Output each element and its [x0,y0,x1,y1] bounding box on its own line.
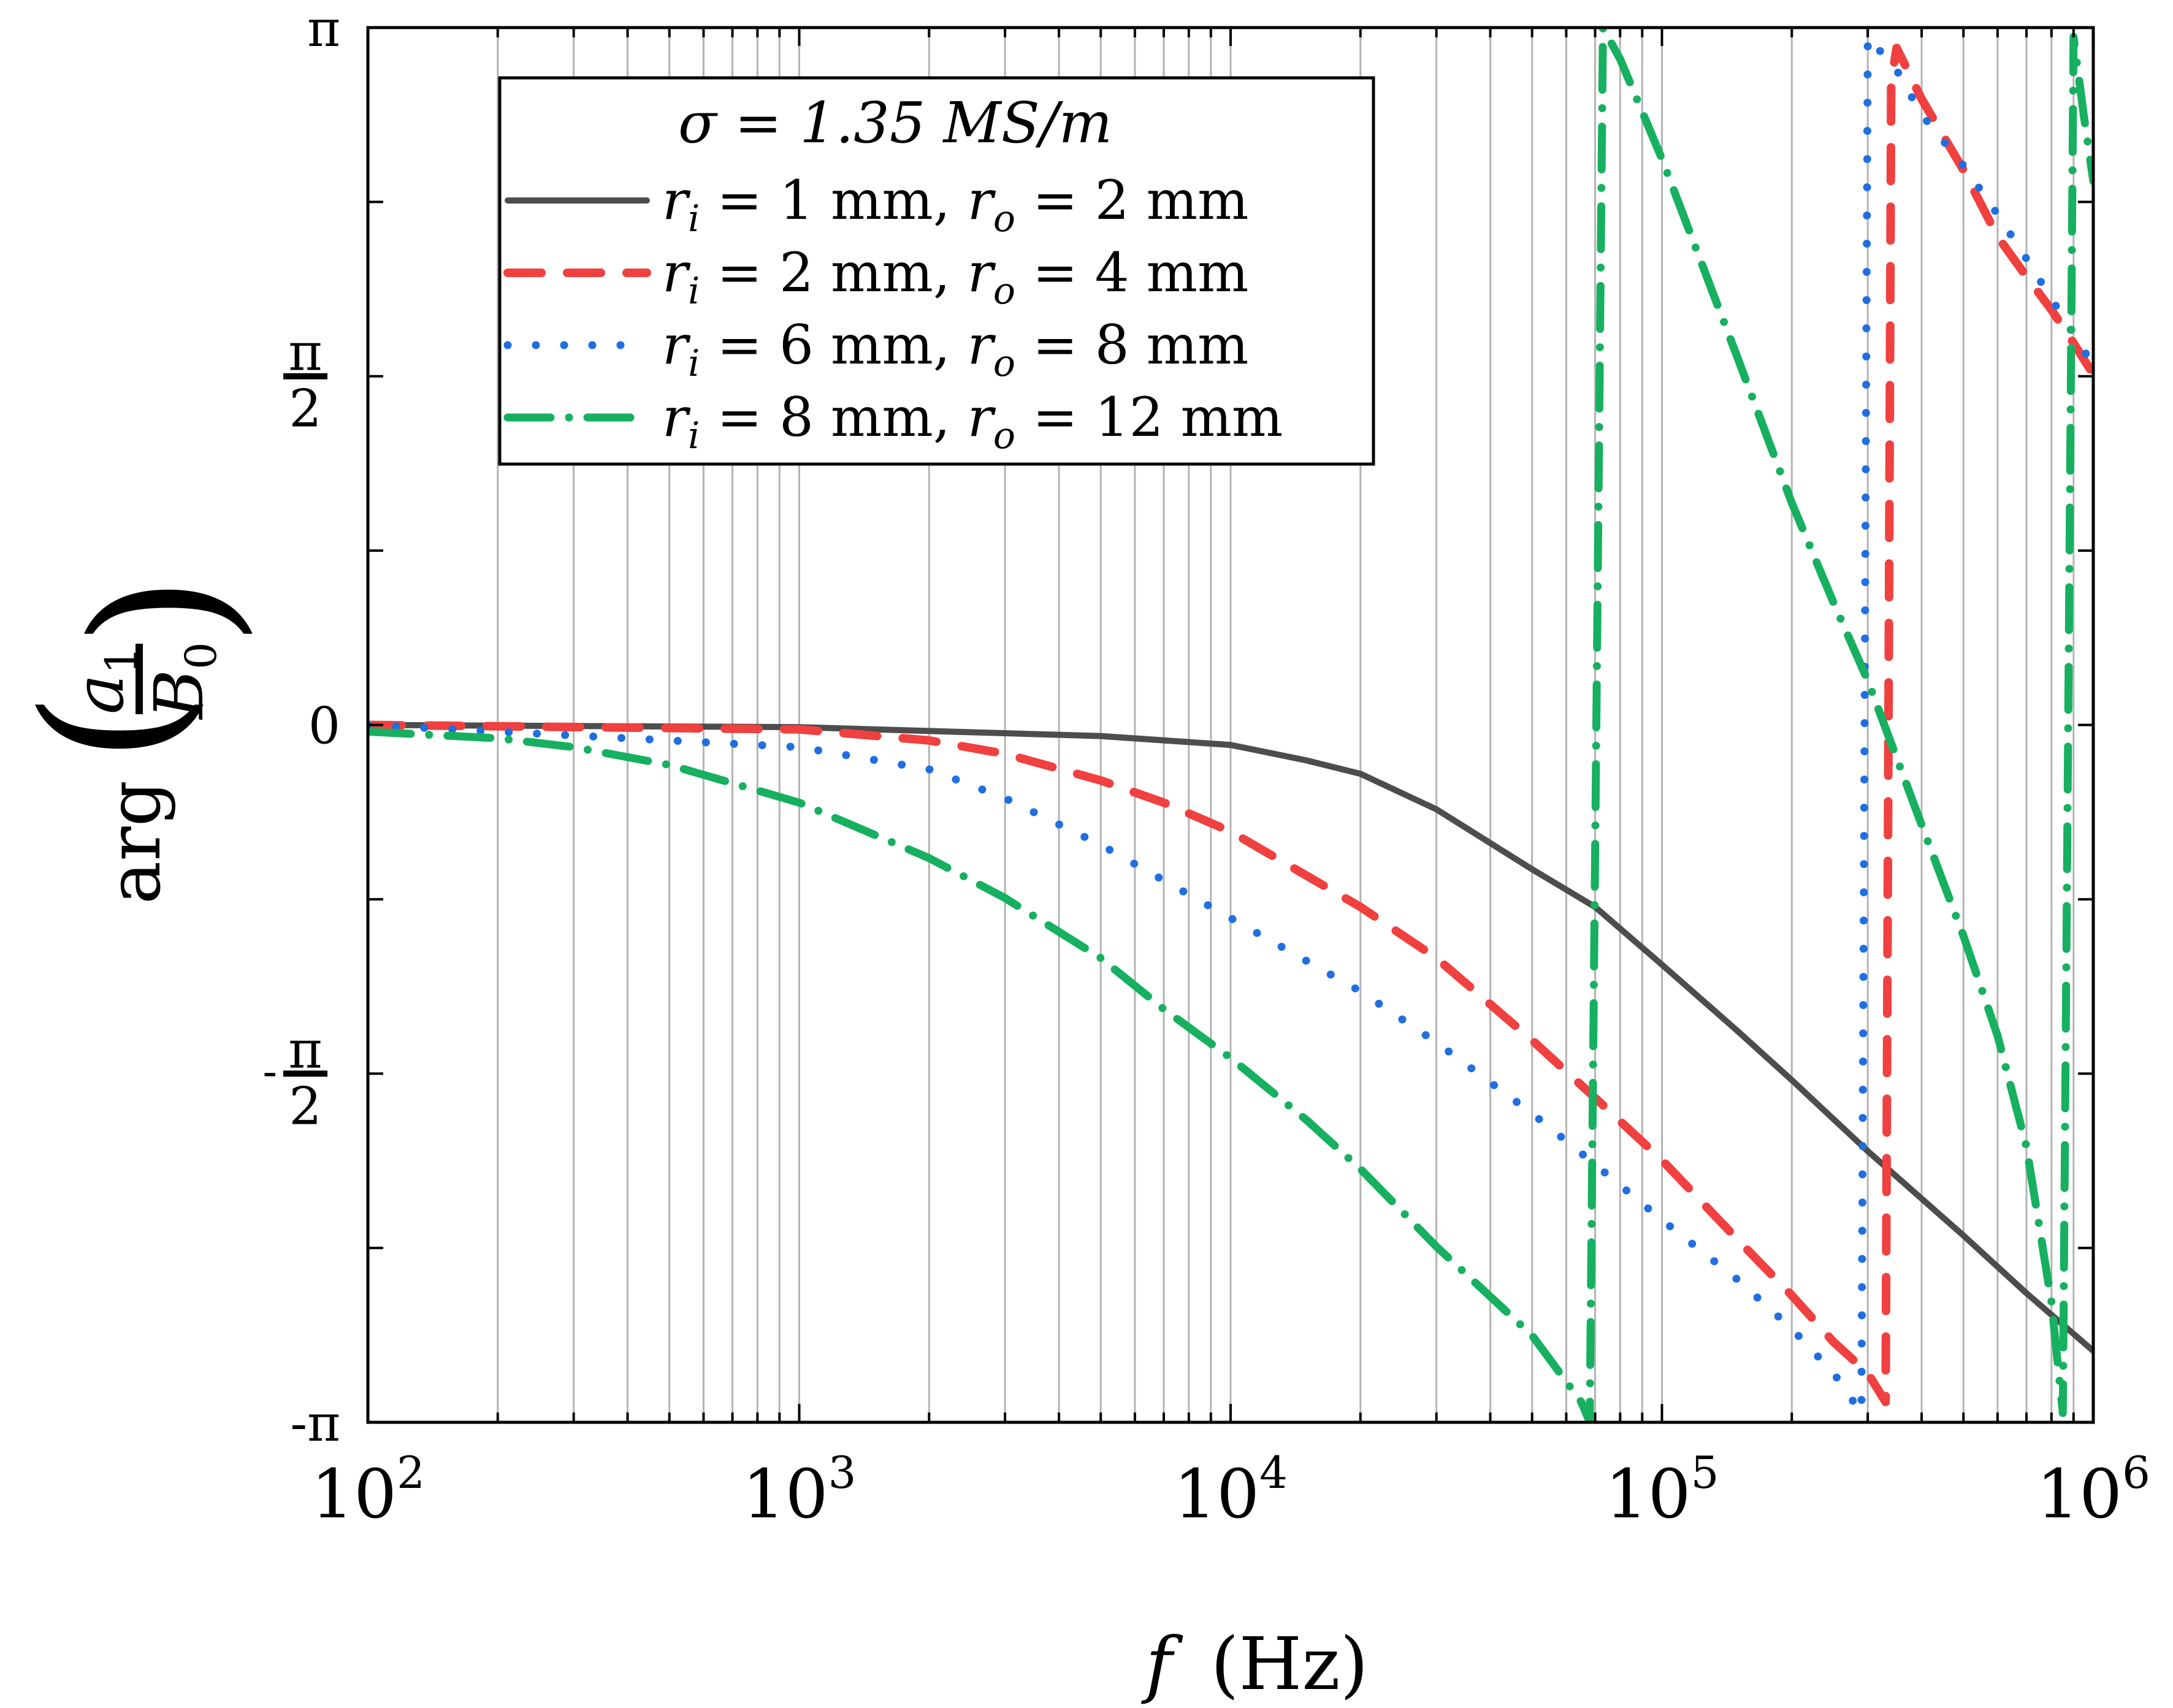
y-axis-label-numerator: a1 [60,647,147,714]
series-line-3 [368,32,2093,1417]
x-tick-label: 102 [311,1447,425,1533]
x-tick-label-exponent: 2 [397,1447,425,1498]
x-tick-label-exponent: 5 [1691,1447,1719,1498]
legend-label-1: ri = 1 mm, ro = 2 mm [662,169,1249,240]
legend-title: σ = 1.35 MS/m [678,90,1112,156]
x-axis-label-var: f [1140,1622,1183,1706]
legend-var: r [662,169,691,232]
x-tick-label-base: 10 [1605,1455,1691,1533]
y-tick-label: -π [290,1395,340,1453]
legend-var: r [662,241,691,304]
legend-label-3: ri = 6 mm, ro = 8 mm [662,313,1249,385]
x-tick-label-base: 10 [743,1455,828,1533]
legend-subscript: i [688,414,700,457]
y-axis-label-lparen: ( [4,692,218,763]
legend-var: r [968,169,996,232]
legend-text-end: = 12 mm [1015,386,1283,449]
legend-subscript: i [688,342,700,385]
x-axis-label: f (Hz) [1140,1622,1368,1706]
series-group [368,28,2093,1422]
legend-text-end: = 8 mm [1015,313,1249,376]
x-tick-label-exponent: 6 [2122,1447,2150,1498]
legend-var: r [968,241,996,304]
x-tick-label: 104 [1174,1447,1288,1533]
y-tick-label: 0 [308,698,340,756]
y-tick-label-numerator: π [288,322,322,383]
y-tick-label-numerator: π [288,1020,322,1080]
x-tick-label-exponent: 3 [828,1447,857,1498]
x-tick-label: 106 [2036,1447,2150,1533]
x-tick-label-base: 10 [2036,1455,2122,1533]
legend-var: r [968,386,996,449]
legend-subscript: o [993,342,1015,385]
series-line-1 [368,722,2093,1354]
legend-var: r [968,313,996,376]
legend-text-middle: = 6 mm, [700,313,967,376]
y-tick-label-sign: - [262,1046,277,1096]
x-tick-label-base: 10 [311,1455,397,1533]
ticks [367,26,2093,1424]
x-axis-label-unit: (Hz) [1211,1622,1369,1706]
y-tick-label: π [307,0,340,58]
legend-var: r [662,313,691,376]
y-axis-label-func: arg [92,780,177,904]
series-line-4 [368,28,2093,1422]
y-axis-label: arg ( ) a1 B0 [4,575,267,904]
y-tick-label-denominator: 2 [289,1076,321,1136]
legend-text-end: = 2 mm [1015,169,1249,232]
legend-label-4: ri = 8 mm, ro = 12 mm [662,386,1283,457]
x-tick-label-exponent: 4 [1259,1447,1288,1498]
x-tick-labels: 102 103 104 105 106 [311,1447,2150,1533]
legend-label-2: ri = 2 mm, ro = 4 mm [662,241,1249,313]
legend-text-end: = 4 mm [1015,241,1249,304]
x-tick-label-base: 10 [1174,1455,1259,1533]
legend-text-middle: = 2 mm, [700,241,967,304]
y-axis-label-rparen: ) [53,575,267,647]
legend-text-middle: = 8 mm, [700,386,967,449]
legend-subscript: i [688,270,700,313]
legend-subscript: o [993,270,1015,313]
legend-subscript: i [688,197,700,240]
legend-text-middle: = 1 mm, [700,169,967,232]
x-tick-label: 103 [743,1447,857,1533]
y-axis-label-denominator: B0 [140,642,226,720]
legend-subscript: o [993,197,1015,240]
legend-subscript: o [993,414,1015,457]
y-tick-label-denominator: 2 [289,379,321,439]
legend-var: r [662,386,691,449]
x-tick-label: 105 [1605,1447,1719,1533]
series-line-2 [368,44,2093,1406]
